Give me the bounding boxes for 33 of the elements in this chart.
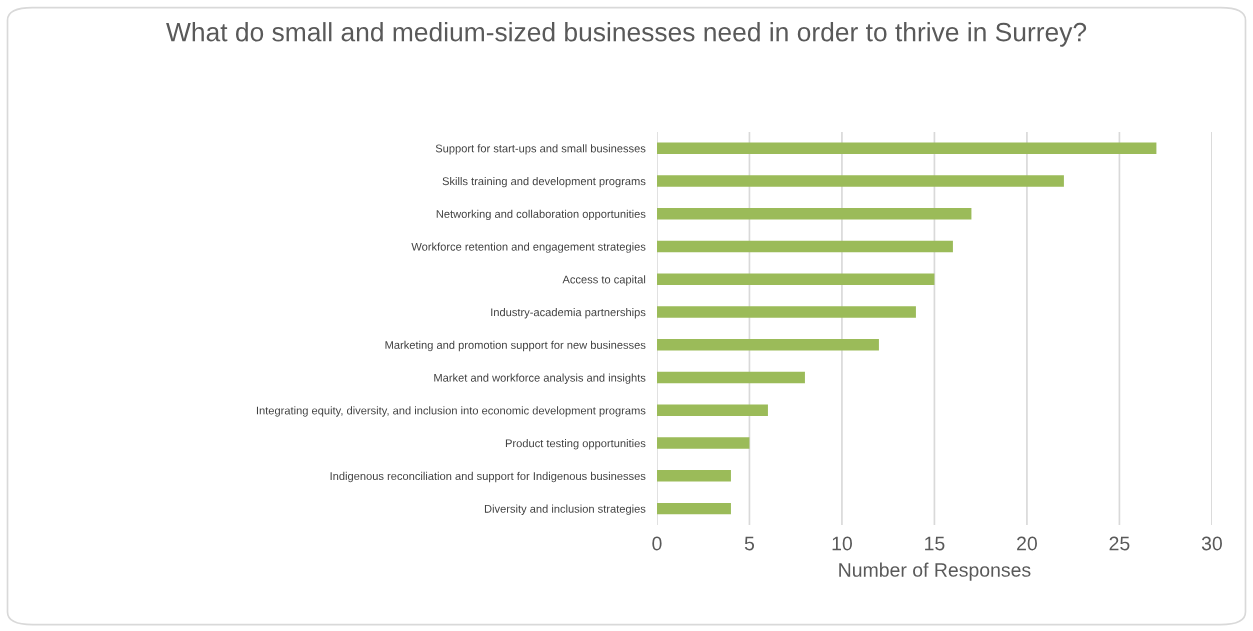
x-tick-label: 25 — [1109, 536, 1130, 551]
y-tick-label: Diversity and inclusion strategies — [484, 504, 646, 515]
y-tick-label: Workforce retention and engagement strategies — [411, 242, 646, 253]
y-tick-label: Marketing and promotion support for new businesses — [385, 340, 646, 352]
y-tick-label: Access to capital — [562, 275, 646, 286]
bar — [656, 404, 768, 417]
y-tick-label: Skills training and development programs — [442, 176, 646, 188]
y-tick-label: Indigenous reconciliation and support for Indigenous businesses — [330, 471, 646, 483]
x-tick-label: 10 — [832, 536, 852, 551]
bar — [656, 339, 879, 351]
bar — [656, 371, 805, 384]
bar — [656, 470, 731, 482]
y-tick-label: Industry-academia partnerships — [491, 308, 646, 319]
y-tick-label: Market and workforce analysis and insights — [434, 373, 646, 384]
x-tick-label: 30 — [1201, 536, 1222, 551]
y-tick-label: Integrating equity, diversity, and inclusion into economic development programs — [256, 406, 646, 417]
y-tick-label: Networking and collaboration opportunities — [436, 209, 646, 221]
x-axis-title: Number of Responses — [839, 562, 1031, 581]
bar — [656, 502, 731, 515]
bar — [656, 175, 1064, 187]
x-tick-label: 20 — [1017, 536, 1037, 551]
x-tick-label: 0 — [652, 536, 662, 551]
y-tick-label: Product testing opportunities — [505, 439, 646, 450]
bar — [656, 240, 953, 253]
chart-title: What do small and medium-sized businesses need in order to thrive in Surrey? — [166, 22, 1087, 47]
y-tick-label: Support for start-ups and small businesses — [435, 144, 646, 155]
bar — [656, 437, 750, 449]
bar — [656, 208, 972, 220]
x-tick-label: 15 — [925, 536, 945, 551]
x-tick-label: 5 — [744, 536, 755, 551]
bar — [656, 306, 916, 318]
bar — [656, 142, 1157, 154]
bar — [656, 273, 935, 286]
